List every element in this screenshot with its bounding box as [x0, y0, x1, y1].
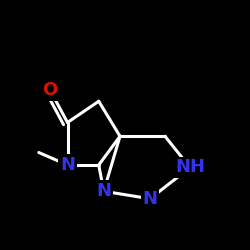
Text: O: O [42, 81, 58, 99]
Text: N: N [142, 190, 158, 208]
Text: N: N [96, 182, 111, 200]
Text: NH: NH [175, 158, 205, 176]
Text: N: N [60, 156, 75, 174]
